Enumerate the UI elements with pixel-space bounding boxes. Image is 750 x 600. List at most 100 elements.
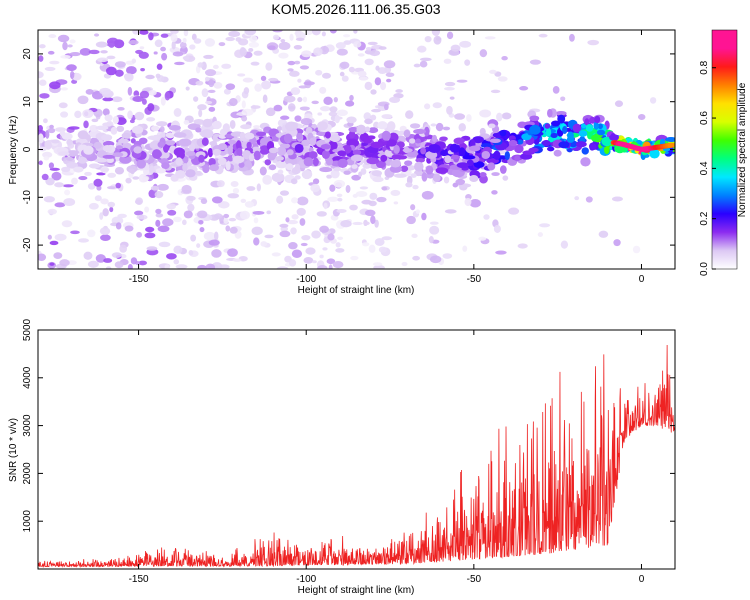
spectrogram-cell <box>100 50 108 54</box>
spectrogram-cell <box>140 67 145 72</box>
spectrogram-cell <box>250 105 261 109</box>
spectrogram-cell <box>66 162 78 169</box>
spectrogram-cell <box>102 122 113 127</box>
spectrogram-cell <box>371 170 382 177</box>
spectrogram-cell <box>251 226 263 236</box>
spectrogram-cell <box>280 38 286 43</box>
spectrogram-cell <box>133 90 140 97</box>
spectrogram-cell <box>326 258 336 265</box>
spectrogram-cell <box>337 158 348 168</box>
spectrogram-cell <box>248 41 260 48</box>
spectrogram-cell <box>132 95 144 102</box>
spectrogram-cell <box>188 143 196 152</box>
spectrogram-cell <box>305 247 316 255</box>
spectrogram-cell <box>291 197 299 204</box>
spectrogram-cell <box>49 81 61 90</box>
spectrogram-cell <box>385 72 395 78</box>
spectrogram-cell <box>70 230 80 235</box>
spectrogram-cell <box>305 30 314 36</box>
spectrogram-cell <box>317 265 328 269</box>
spectrogram-cell <box>649 148 660 159</box>
spectrogram-cell <box>514 155 521 162</box>
spectrogram-cell <box>283 133 293 144</box>
spectrogram-cell <box>175 157 183 166</box>
spectrogram-cell <box>287 60 296 66</box>
spectrogram-cell <box>239 210 250 220</box>
spectrogram-cell <box>364 209 376 217</box>
spectrogram-cell <box>596 129 606 136</box>
spectrogram-cell <box>375 65 380 71</box>
spectrogram-cell <box>172 51 184 57</box>
spectrogram-cell <box>529 115 540 122</box>
spectrogram-cell <box>287 68 294 72</box>
spectrogram-cell <box>305 126 313 135</box>
spectrogram-cell <box>89 124 98 132</box>
spectrogram-cell <box>334 114 340 124</box>
spectrogram-cell <box>197 62 204 68</box>
spectrogram-cell <box>229 226 238 234</box>
spectrogram-cell <box>466 114 472 122</box>
spectrogram-cell <box>235 140 242 151</box>
spectrogram-cell <box>71 79 78 84</box>
spectrogram-cell <box>491 190 498 195</box>
spectrogram-cell <box>195 127 202 133</box>
spectrogram-cell <box>131 125 144 134</box>
spectrogram-cell <box>193 119 205 125</box>
spectrogram-x-axis-label: Height of straight line (km) <box>298 285 415 296</box>
spectrogram-cell <box>38 71 44 79</box>
spectrogram-cell <box>585 196 593 203</box>
spectrogram-cell <box>497 76 508 82</box>
spectrogram-cell <box>183 210 193 219</box>
spectrogram-cell <box>381 114 393 119</box>
spectrogram-cell <box>237 73 246 77</box>
spectrogram-cell <box>85 88 94 95</box>
spectrogram-cell <box>435 167 449 174</box>
snr-y-tick-label: 2000 <box>22 462 33 485</box>
spectrogram-cell <box>60 111 69 118</box>
spectrogram-cell <box>62 184 74 188</box>
spectrogram-cell <box>335 242 341 248</box>
spectrogram-cell <box>51 139 60 144</box>
spectrogram-cell <box>182 219 187 226</box>
spectrogram-cell <box>425 150 438 159</box>
spectrogram-cell <box>117 107 125 111</box>
spectrogram-cell <box>374 77 382 86</box>
spectrogram-cell <box>223 217 229 224</box>
snr-y-tick-label: 1000 <box>22 510 33 533</box>
spectrogram-cell <box>73 166 84 173</box>
spectrogram-cell <box>101 134 113 141</box>
spectrogram-cell <box>164 264 170 269</box>
spectrogram-cell <box>106 55 116 60</box>
spectrogram-cell <box>301 234 311 241</box>
spectrogram-cell <box>151 149 162 159</box>
spectrogram-cell <box>53 252 63 259</box>
spectrogram-cell <box>611 196 623 202</box>
snr-y-tick-label: 4000 <box>22 366 33 389</box>
spectrogram-cell <box>236 147 243 156</box>
spectrogram-cell <box>196 243 201 248</box>
spectrogram-cell <box>198 219 204 225</box>
spectrogram-cell <box>266 210 272 215</box>
spectrogram-cell <box>290 87 301 96</box>
spectrogram-cell <box>472 136 484 144</box>
spectrogram-cell <box>431 30 441 36</box>
spectrogram-cell <box>458 147 466 157</box>
spectrogram-cell <box>60 87 68 91</box>
spectrogram-cell <box>208 157 216 167</box>
spectrogram-cell <box>469 145 481 152</box>
spectrogram-cell <box>367 41 378 46</box>
spectrogram-cell <box>170 30 179 35</box>
spectrogram-cell <box>235 37 242 42</box>
spectrogram-cell <box>335 248 345 253</box>
spectrogram-cell <box>155 208 162 214</box>
spectrogram-cell <box>481 150 491 160</box>
spectrogram-cell <box>102 97 114 102</box>
spectrogram-cell <box>105 66 117 76</box>
spectrogram-cell <box>560 240 569 249</box>
spectrogram-cell <box>128 40 139 45</box>
spectrogram-cell <box>185 86 190 91</box>
spectrogram-cell <box>393 201 399 205</box>
spectrogram-cell <box>492 132 502 138</box>
chart-title: KOM5.2026.111.06.35.G03 <box>271 1 440 17</box>
